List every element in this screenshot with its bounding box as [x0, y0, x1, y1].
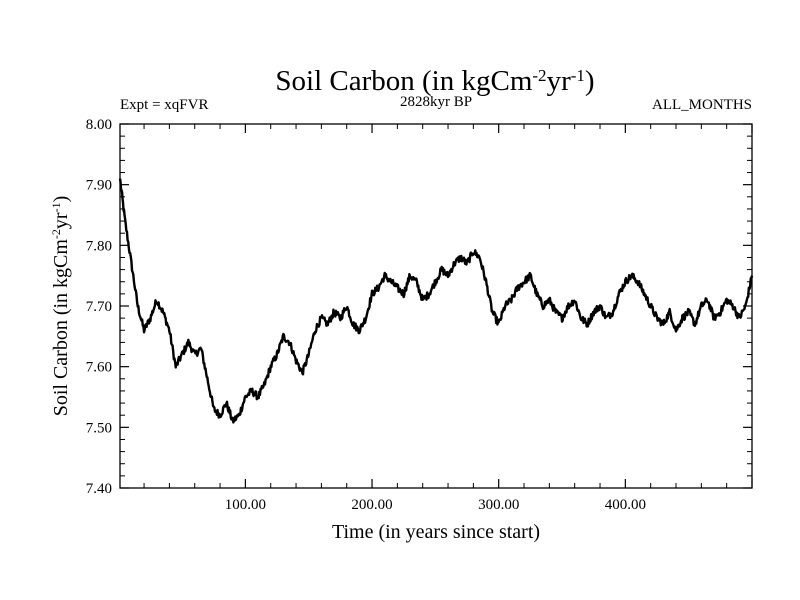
months-label: ALL_MONTHS	[652, 97, 752, 113]
x-tick-label: 300.00	[478, 497, 519, 513]
plot-frame	[119, 123, 753, 489]
y-tick-label: 7.50	[86, 420, 112, 436]
y-tick-label: 7.70	[86, 299, 112, 315]
chart-title: Soil Carbon (in kgCm-2yr-1)	[275, 65, 594, 97]
x-axis: 100.00 200.00 300.00 400.00	[143, 124, 753, 513]
x-tick-label: 400.00	[605, 497, 646, 513]
y-tick-label: 7.60	[86, 360, 112, 376]
y-tick-label: 7.90	[86, 178, 112, 194]
period-label: 2828kyr BP	[400, 94, 472, 110]
y-tick-label: 7.80	[86, 238, 112, 254]
y-axis-label: Soil Carbon (in kgCm-2yr-1)	[49, 196, 72, 417]
y-tick-label: 7.40	[86, 481, 112, 497]
soil-carbon-series-line	[118, 178, 754, 424]
y-axis: 7.40 7.50 7.60 7.70 7.80 7.90 8.00	[86, 117, 752, 497]
x-tick-label: 200.00	[351, 497, 392, 513]
x-axis-label: Time (in years since start)	[332, 521, 540, 543]
y-tick-label: 8.00	[86, 117, 112, 133]
experiment-label: Expt = xqFVR	[120, 97, 208, 113]
x-tick-label: 100.00	[225, 497, 266, 513]
